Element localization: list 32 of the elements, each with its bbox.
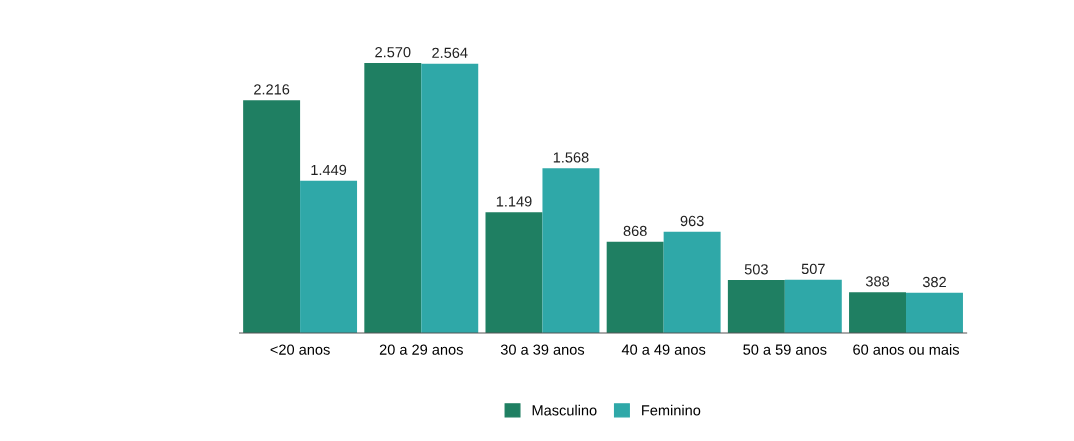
x-tick-label: 60 anos ou mais: [853, 344, 959, 355]
data-label: 2.216: [254, 84, 290, 95]
data-label: 1.449: [311, 164, 347, 176]
bar: [243, 100, 301, 333]
x-tick-label: 50 a 59 anos: [743, 344, 827, 355]
data-label: 382: [922, 276, 946, 288]
data-label: 388: [865, 276, 890, 287]
bar: [300, 180, 358, 333]
bar: [364, 63, 422, 333]
legend-label: Masculino: [532, 404, 597, 416]
data-label: 2.570: [375, 47, 411, 58]
data-label: 868: [623, 225, 647, 237]
x-tick-label: 30 a 39 anos: [500, 344, 585, 355]
data-label: 2.564: [432, 47, 468, 58]
data-label: 503: [744, 264, 768, 275]
bar: [727, 280, 785, 333]
x-tick-label: <20 anos: [270, 344, 330, 355]
bar: [784, 279, 842, 333]
bar: [542, 168, 600, 333]
data-label: 1.568: [553, 152, 589, 163]
data-label: 963: [680, 215, 704, 227]
data-label: 507: [801, 263, 825, 275]
legend-label: Feminino: [642, 404, 701, 416]
bar: [485, 212, 543, 333]
bar: [906, 292, 963, 333]
bar: [606, 241, 664, 333]
bar: [849, 292, 907, 333]
bar: [421, 63, 479, 333]
x-tick-label: 40 a 49 anos: [621, 344, 706, 355]
bar: [663, 231, 721, 333]
data-label: 1.149: [496, 196, 532, 207]
x-tick-label: 20 a 29 anos: [379, 344, 463, 355]
